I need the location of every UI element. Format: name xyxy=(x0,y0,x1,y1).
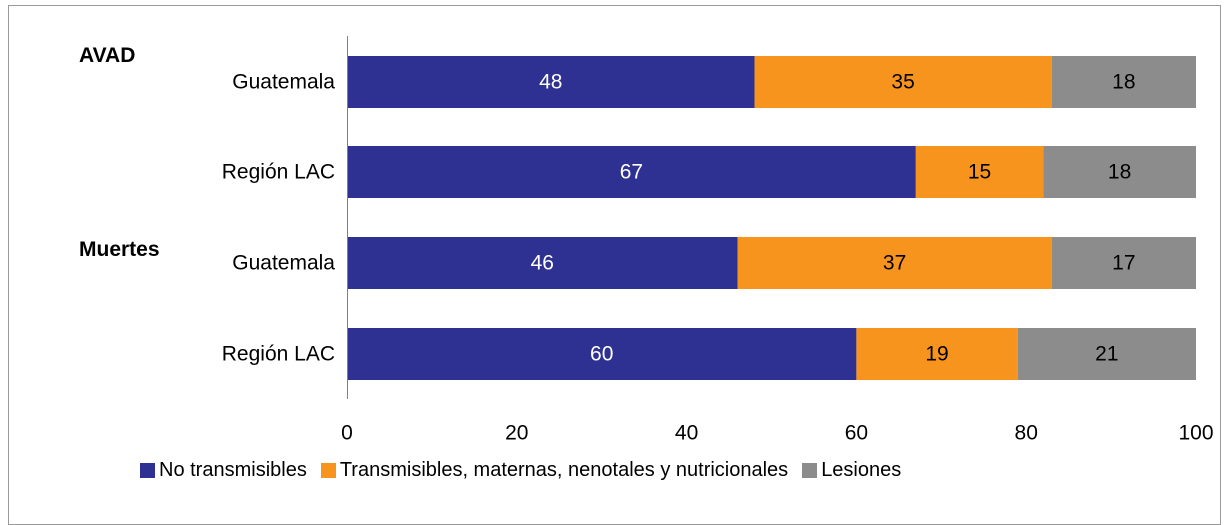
bar-segment-4-1 xyxy=(347,328,857,380)
group-label-avad: AVAD xyxy=(79,44,136,67)
legend-label-transmisibles: Transmisibles, maternas, nenotales y nut… xyxy=(339,459,789,481)
data-label-3-3: 17 xyxy=(1112,252,1135,275)
legend-item-lesiones: Lesiones xyxy=(802,459,901,482)
data-label-4-3: 21 xyxy=(1095,343,1118,366)
legend-swatch-no-transmisibles xyxy=(140,463,155,478)
legend-label-lesiones: Lesiones xyxy=(821,459,902,481)
x-tick-label-2: 20 xyxy=(505,422,528,445)
legend-swatch-lesiones xyxy=(802,463,818,478)
category-label-2: Región LAC xyxy=(222,161,335,184)
bar-segment-3-3 xyxy=(1051,237,1196,289)
bar-segment-2-1 xyxy=(347,146,916,198)
data-label-1-2: 35 xyxy=(891,71,914,94)
chart-legend: No transmisibles Transmisibles, maternas… xyxy=(140,459,915,482)
legend-label-no-transmisibles: No transmisibles xyxy=(159,459,307,481)
x-tick-label-6: 100 xyxy=(1178,422,1213,445)
bar-segment-3-2 xyxy=(737,237,1052,289)
bar-segment-3-1 xyxy=(347,237,738,289)
data-label-2-2: 15 xyxy=(968,161,991,184)
data-label-2-1: 67 xyxy=(620,161,643,184)
data-label-3-2: 37 xyxy=(883,252,906,275)
bar-segment-1-3 xyxy=(1051,56,1196,108)
data-label-1-1: 48 xyxy=(539,71,562,94)
data-label-2-3: 18 xyxy=(1108,161,1131,184)
bar-segment-1-2 xyxy=(754,56,1052,108)
x-tick-label-3: 40 xyxy=(675,422,698,445)
data-label-4-2: 19 xyxy=(925,343,948,366)
category-label-4: Región LAC xyxy=(222,343,335,366)
bar-segment-1-1 xyxy=(347,56,755,108)
data-label-4-1: 60 xyxy=(590,343,613,366)
group-label-muertes: Muertes xyxy=(79,238,160,261)
x-tick-label-1: 0 xyxy=(341,422,353,445)
legend-item-transmisibles: Transmisibles, maternas, nenotales y nut… xyxy=(320,459,789,482)
bar-segment-2-2 xyxy=(915,146,1044,198)
stacked-bar-chart: 48 35 18 Guatemala 67 15 18 Región LAC 46 37 17 Gua… xyxy=(222,36,1214,445)
x-tick-label-5: 80 xyxy=(1015,422,1038,445)
bar-segment-2-3 xyxy=(1043,146,1196,198)
legend-item-no-transmisibles: No transmisibles xyxy=(140,459,307,482)
category-label-3: Guatemala xyxy=(232,252,335,275)
bar-segment-4-3 xyxy=(1017,328,1196,380)
x-tick-label-4: 60 xyxy=(845,422,868,445)
legend-swatch-transmisibles xyxy=(320,463,336,478)
data-label-1-3: 18 xyxy=(1112,71,1135,94)
category-label-1: Guatemala xyxy=(232,71,335,94)
data-label-3-1: 46 xyxy=(531,252,554,275)
bar-segment-4-2 xyxy=(856,328,1018,380)
